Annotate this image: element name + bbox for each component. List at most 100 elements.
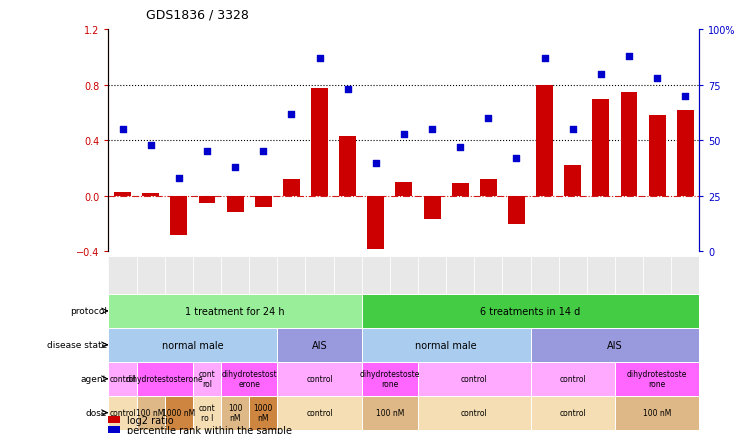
- Point: [510, 155, 522, 162]
- Bar: [530, 256, 559, 294]
- Bar: [108, 294, 362, 328]
- Bar: [278, 362, 362, 396]
- Bar: [615, 396, 699, 430]
- Point: [595, 71, 607, 78]
- Bar: [278, 256, 305, 294]
- Point: [144, 142, 156, 149]
- Bar: [137, 396, 165, 430]
- Bar: [193, 256, 221, 294]
- Bar: [390, 256, 418, 294]
- Bar: [305, 256, 334, 294]
- Text: AIS: AIS: [312, 340, 328, 350]
- Bar: [114, 192, 131, 196]
- Text: control: control: [306, 408, 333, 417]
- Text: dihydrotestosterone: dihydrotestosterone: [126, 375, 203, 383]
- Text: disease state: disease state: [47, 341, 107, 349]
- Bar: [418, 396, 530, 430]
- Point: [539, 56, 551, 62]
- Text: dihydrotestoste
rone: dihydrotestoste rone: [360, 369, 420, 388]
- Bar: [283, 180, 300, 196]
- Text: control: control: [109, 408, 136, 417]
- Point: [652, 76, 663, 82]
- Bar: [198, 196, 215, 203]
- Point: [229, 164, 241, 171]
- Text: control: control: [560, 408, 586, 417]
- Text: 100 nM: 100 nM: [643, 408, 672, 417]
- Bar: [592, 99, 610, 196]
- Bar: [142, 194, 159, 196]
- Point: [286, 111, 298, 118]
- Point: [117, 127, 129, 134]
- Bar: [508, 196, 525, 224]
- Text: control: control: [461, 375, 488, 383]
- Bar: [621, 92, 637, 196]
- Bar: [362, 256, 390, 294]
- Bar: [165, 396, 193, 430]
- Text: log2 ratio: log2 ratio: [127, 415, 174, 425]
- Bar: [108, 417, 120, 424]
- Text: 100 nM: 100 nM: [375, 408, 404, 417]
- Point: [257, 148, 269, 155]
- Bar: [108, 256, 137, 294]
- Bar: [249, 396, 278, 430]
- Point: [398, 131, 410, 138]
- Text: dihydrotestoste
rone: dihydrotestoste rone: [627, 369, 687, 388]
- Bar: [649, 116, 666, 196]
- Bar: [221, 256, 249, 294]
- Text: control: control: [461, 408, 488, 417]
- Text: cont
rol: cont rol: [198, 369, 215, 388]
- Text: control: control: [306, 375, 333, 383]
- Bar: [362, 294, 699, 328]
- Text: 1000 nM: 1000 nM: [162, 408, 195, 417]
- Text: 100
nM: 100 nM: [228, 403, 242, 422]
- Bar: [278, 328, 362, 362]
- Text: control: control: [109, 375, 136, 383]
- Point: [426, 127, 438, 134]
- Bar: [530, 328, 699, 362]
- Bar: [221, 362, 278, 396]
- Bar: [396, 183, 412, 196]
- Point: [454, 144, 466, 151]
- Bar: [249, 256, 278, 294]
- Bar: [137, 256, 165, 294]
- Bar: [564, 166, 581, 196]
- Text: 6 treatments in 14 d: 6 treatments in 14 d: [480, 306, 580, 316]
- Point: [679, 93, 691, 100]
- Bar: [311, 89, 328, 196]
- Bar: [587, 256, 615, 294]
- Bar: [671, 256, 699, 294]
- Text: protocol: protocol: [70, 307, 107, 316]
- Bar: [171, 196, 187, 235]
- Bar: [446, 256, 474, 294]
- Bar: [137, 362, 193, 396]
- Bar: [278, 396, 362, 430]
- Text: GDS1836 / 3328: GDS1836 / 3328: [146, 9, 249, 22]
- Bar: [503, 256, 530, 294]
- Text: 100 nM: 100 nM: [136, 408, 165, 417]
- Text: 1 treatment for 24 h: 1 treatment for 24 h: [186, 306, 285, 316]
- Point: [173, 175, 185, 182]
- Bar: [474, 256, 503, 294]
- Bar: [334, 256, 362, 294]
- Bar: [339, 137, 356, 196]
- Bar: [193, 396, 221, 430]
- Bar: [677, 111, 693, 196]
- Bar: [559, 256, 587, 294]
- Point: [482, 115, 494, 122]
- Bar: [108, 362, 137, 396]
- Bar: [480, 180, 497, 196]
- Bar: [536, 85, 553, 196]
- Bar: [193, 362, 221, 396]
- Point: [567, 127, 579, 134]
- Bar: [362, 328, 530, 362]
- Bar: [643, 256, 671, 294]
- Bar: [362, 362, 418, 396]
- Text: normal male: normal male: [415, 340, 477, 350]
- Text: dose: dose: [85, 408, 107, 417]
- Text: 1000
nM: 1000 nM: [254, 403, 273, 422]
- Text: percentile rank within the sample: percentile rank within the sample: [127, 425, 292, 434]
- Bar: [367, 196, 384, 249]
- Bar: [221, 396, 249, 430]
- Bar: [418, 256, 446, 294]
- Point: [342, 87, 354, 94]
